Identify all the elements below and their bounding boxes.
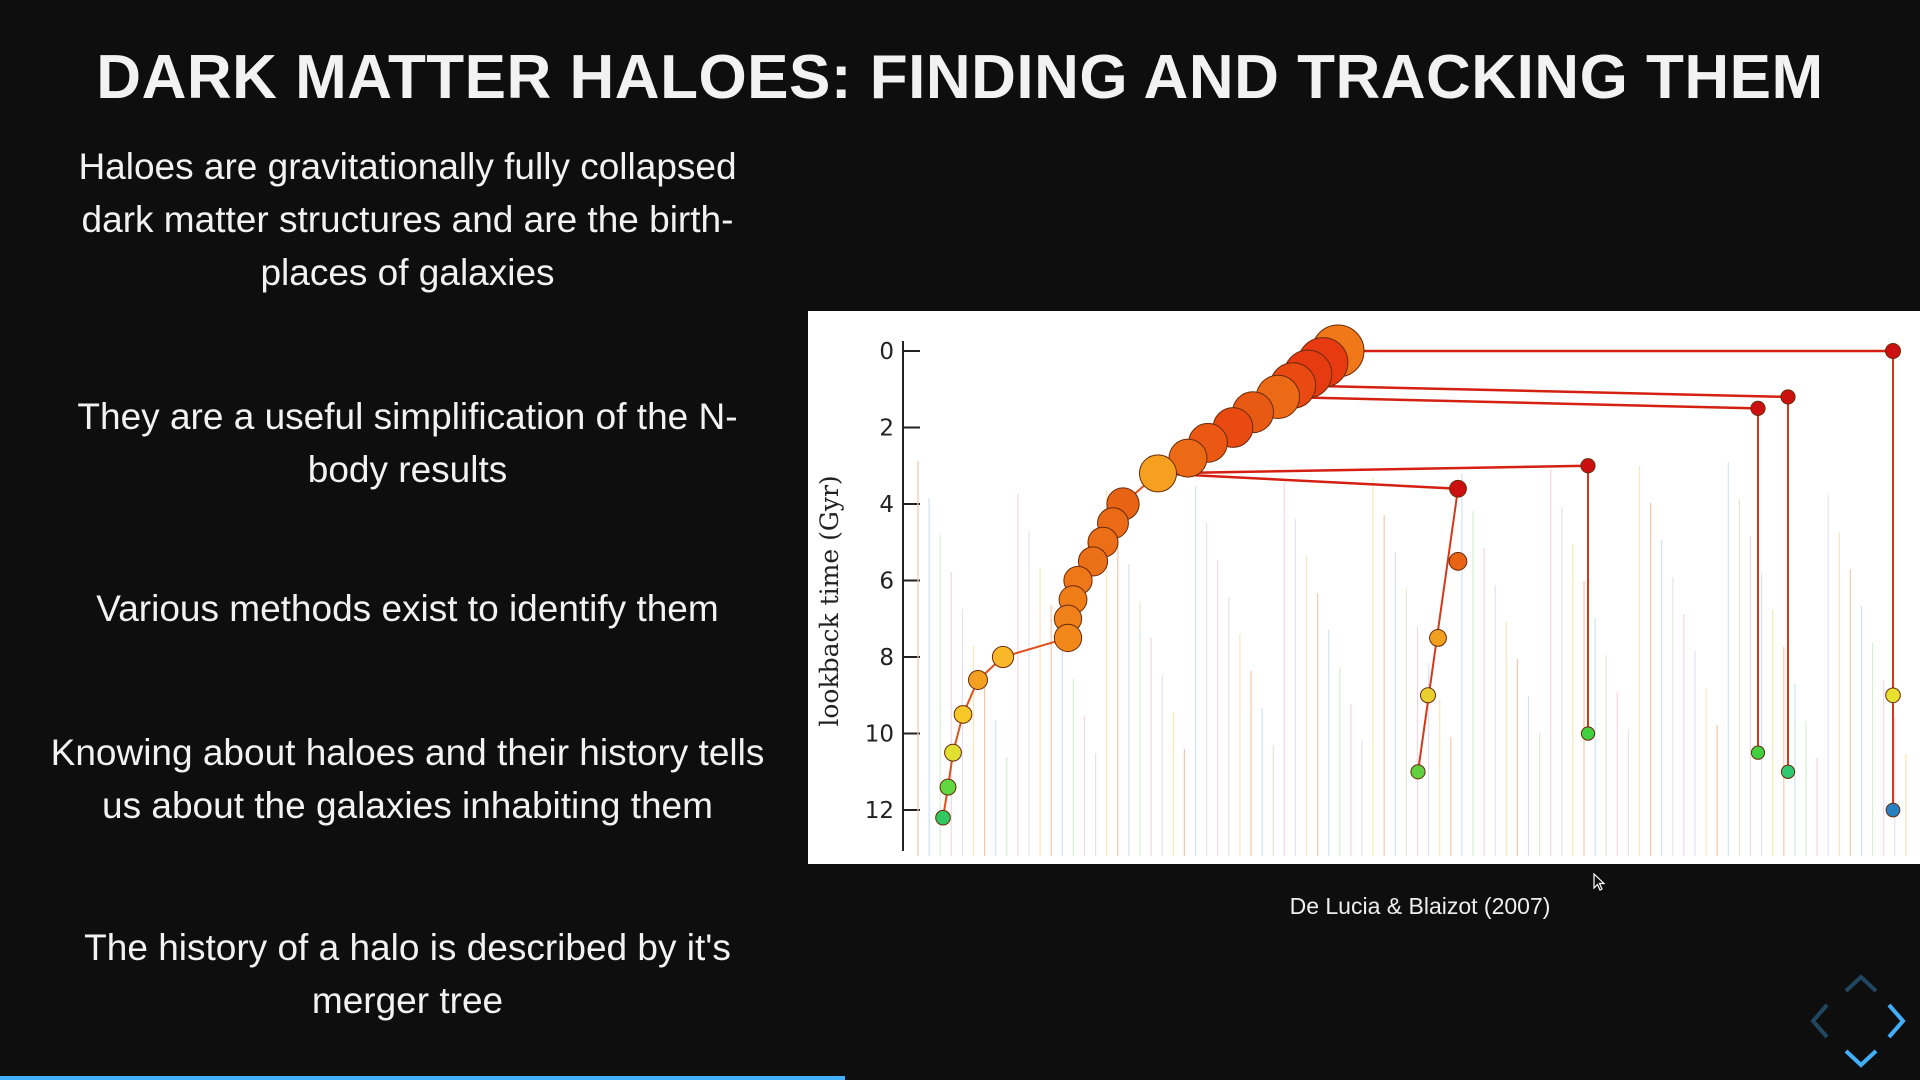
halo-marker (1410, 764, 1426, 780)
chevron-up-icon[interactable] (1843, 972, 1879, 994)
bullet-text: Haloes are gravitationally fully collaps… (78, 146, 737, 293)
halo-marker (991, 645, 1015, 669)
halo-marker (1449, 479, 1467, 498)
y-tick-label: 12 (865, 798, 894, 824)
y-tick-label: 4 (879, 492, 894, 518)
halo-marker (1053, 623, 1083, 653)
halo-marker (939, 778, 957, 796)
halo-markers (935, 324, 1902, 826)
chevron-left-icon[interactable] (1808, 1002, 1830, 1040)
mouse-cursor-icon (1593, 873, 1606, 891)
slide-progress-bar (0, 1076, 845, 1080)
y-tick-label: 0 (879, 339, 894, 365)
halo-marker (1419, 687, 1437, 704)
halo-marker (953, 705, 973, 724)
merger-link-line (1157, 472, 1459, 490)
halo-marker (1750, 400, 1766, 416)
halo-marker (1580, 458, 1596, 474)
halo-marker (1138, 454, 1178, 493)
y-tick-label: 8 (879, 645, 894, 671)
halo-marker (935, 809, 951, 826)
halo-marker (1429, 629, 1447, 647)
slide-navigation (1808, 972, 1908, 1072)
y-tick-label: 2 (879, 416, 894, 442)
merger-link-line (1277, 395, 1759, 410)
y-axis-label: lookback time (Gyr) (815, 475, 844, 726)
figure-caption: De Lucia & Blaizot (2007) (1289, 893, 1551, 919)
halo-marker (1750, 745, 1766, 760)
merger-link-line (1157, 464, 1589, 475)
y-tick-label: 10 (865, 722, 894, 748)
merger-tree-figure: lookback time (Gyr) 0 2 4 6 8 10 12 (808, 311, 1920, 864)
halo-marker (1884, 342, 1902, 360)
chevron-down-icon[interactable] (1843, 1048, 1879, 1070)
bullet-text: The history of a halo is described by it… (84, 927, 731, 1021)
y-tick-label: 6 (879, 569, 894, 595)
halo-marker (1580, 726, 1596, 741)
halo-marker (944, 743, 962, 762)
y-axis-ticks: 0 2 4 6 8 10 12 (865, 339, 920, 824)
merger-link-line (1292, 384, 1789, 399)
chevron-right-icon[interactable] (1886, 1002, 1908, 1040)
bullet-text: They are a useful simplification of the … (77, 396, 738, 490)
background-branches (917, 461, 1907, 856)
bullet-text: Knowing about haloes and their history t… (50, 732, 765, 826)
halo-marker (968, 669, 988, 690)
slide-title: DARK MATTER HALOES: FINDING AND TRACKING… (96, 43, 1824, 112)
halo-marker (1780, 764, 1796, 779)
merger-tree-chart: lookback time (Gyr) 0 2 4 6 8 10 12 (815, 324, 1907, 856)
halo-marker (1885, 687, 1901, 704)
halo-marker (1885, 802, 1901, 818)
halo-marker (1448, 552, 1468, 571)
halo-marker (1780, 389, 1796, 405)
bullet-text: Various methods exist to identify them (96, 588, 719, 629)
